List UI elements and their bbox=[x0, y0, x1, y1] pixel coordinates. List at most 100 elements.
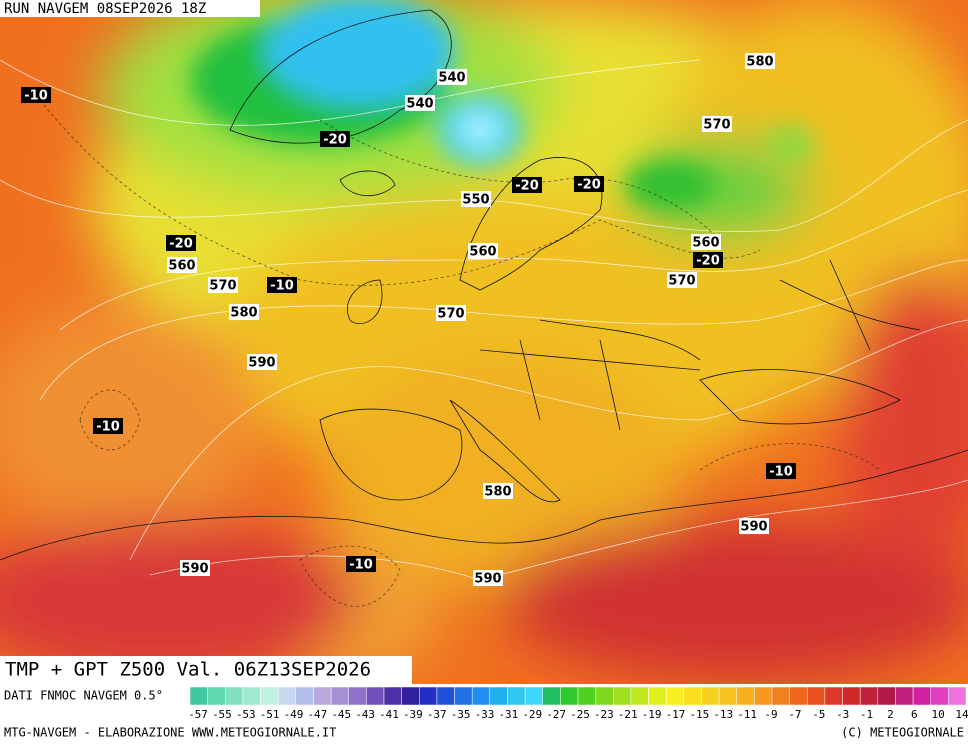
height-label-box bbox=[229, 304, 259, 320]
colorbar-swatch bbox=[524, 686, 543, 706]
colorbar-swatch bbox=[754, 686, 773, 706]
temperature-label: -20 bbox=[696, 254, 720, 269]
height-label-box bbox=[461, 191, 491, 207]
temperature-label-box bbox=[267, 277, 297, 293]
colorbar-swatch bbox=[859, 686, 879, 706]
temperature-label-box bbox=[766, 463, 796, 479]
height-label-box bbox=[473, 570, 503, 586]
height-label: 580 bbox=[746, 55, 773, 70]
colorbar-swatch bbox=[824, 686, 843, 706]
height-label-box bbox=[483, 483, 513, 499]
colorbar-label: -7 bbox=[788, 708, 801, 721]
footer-right: (C) METEOGIORNALE bbox=[841, 726, 964, 740]
temperature-label-box bbox=[574, 176, 604, 192]
temperature-label: -20 bbox=[577, 178, 601, 193]
temperature-label: -10 bbox=[96, 420, 120, 435]
height-label: 580 bbox=[484, 485, 511, 500]
colorbar-swatch bbox=[295, 686, 314, 706]
height-label-box bbox=[437, 69, 467, 85]
colorbar-swatch bbox=[789, 686, 808, 706]
temperature-label-box bbox=[346, 556, 376, 572]
height-label: 590 bbox=[181, 562, 208, 577]
colorbar-swatch bbox=[471, 686, 491, 706]
colorbar-label: -5 bbox=[812, 708, 825, 721]
colorbar-label: 6 bbox=[911, 708, 918, 721]
height-label-box bbox=[405, 95, 435, 111]
map-field bbox=[0, 0, 968, 684]
map-title-box bbox=[0, 656, 412, 684]
temperature-label-box bbox=[512, 177, 542, 193]
colorbar-swatch bbox=[507, 686, 526, 706]
colorbar-swatch bbox=[366, 686, 385, 706]
colorbar-label: -29 bbox=[522, 708, 542, 721]
height-label: 570 bbox=[209, 279, 236, 294]
colorbar-label: -49 bbox=[284, 708, 304, 721]
temperature-label-box bbox=[21, 87, 51, 103]
colorbar-swatch bbox=[189, 686, 208, 706]
colorbar-label: 2 bbox=[887, 708, 894, 721]
height-label: 540 bbox=[406, 97, 433, 112]
colorbar-label: -43 bbox=[355, 708, 375, 721]
height-label-box bbox=[208, 277, 238, 293]
colorbar-swatch bbox=[842, 686, 861, 706]
colorbar-swatch bbox=[225, 686, 244, 706]
colorbar-label: -33 bbox=[475, 708, 495, 721]
colorbar: -57 -55 -53 -51 -49 -47 -45 -43 -41 -39 -37 -35 -33-… bbox=[188, 686, 968, 721]
colorbar-swatch bbox=[401, 686, 420, 706]
colorbar-label: -53 bbox=[236, 708, 256, 721]
temperature-label: -10 bbox=[769, 465, 793, 480]
colorbar-label: -39 bbox=[403, 708, 423, 721]
height-label-box bbox=[180, 560, 210, 576]
colorbar-label: -31 bbox=[498, 708, 518, 721]
colorbar-label: -35 bbox=[451, 708, 471, 721]
colorbar-label: 14 bbox=[955, 708, 968, 721]
colorbar-label: -23 bbox=[594, 708, 614, 721]
colorbar-swatch bbox=[595, 686, 614, 706]
colorbar-swatch bbox=[613, 686, 632, 706]
colorbar-swatch bbox=[383, 686, 402, 706]
colorbar-swatch bbox=[260, 686, 279, 706]
height-label-box bbox=[702, 116, 732, 132]
colorbar-swatch bbox=[771, 686, 790, 706]
colorbar-swatch bbox=[665, 686, 685, 706]
colorbar-swatch bbox=[648, 686, 667, 706]
footer-left: MTG-NAVGEM - ELABORAZIONE WWW.METEOGIORN… bbox=[4, 726, 336, 740]
colorbar-swatch bbox=[489, 686, 508, 706]
height-label: 550 bbox=[462, 193, 489, 208]
colorbar-label: -25 bbox=[570, 708, 590, 721]
colorbar-swatch bbox=[207, 686, 226, 706]
colorbar-label: -51 bbox=[260, 708, 280, 721]
run-label-box bbox=[0, 0, 260, 17]
colorbar-swatch bbox=[560, 686, 579, 706]
coastlines bbox=[0, 9, 968, 561]
colorbar-swatch bbox=[718, 686, 737, 706]
temperature-label: -10 bbox=[270, 279, 294, 294]
temperature-label-box bbox=[166, 235, 196, 251]
colorbar-label: 10 bbox=[932, 708, 945, 721]
colorbar-swatch bbox=[542, 686, 561, 706]
height-label-box bbox=[745, 53, 775, 69]
colorbar-swatch bbox=[948, 686, 967, 706]
colorbar-swatch bbox=[419, 686, 438, 706]
source-label: DATI FNMOC NAVGEM 0.5° bbox=[4, 689, 163, 703]
temperature-label-box bbox=[693, 252, 723, 268]
colorbar-label: -21 bbox=[618, 708, 638, 721]
colorbar-swatch bbox=[436, 686, 455, 706]
colorbar-label: -1 bbox=[860, 708, 873, 721]
temperature-contours bbox=[39, 99, 881, 607]
temperature-label: -20 bbox=[169, 237, 193, 252]
height-label-box bbox=[436, 305, 466, 321]
colorbar-swatch bbox=[330, 686, 349, 706]
temperature-label-box bbox=[320, 131, 350, 147]
colorbar-label: -9 bbox=[764, 708, 777, 721]
height-label-box bbox=[468, 243, 498, 259]
temperature-label: -20 bbox=[323, 133, 347, 148]
colorbar-swatch bbox=[313, 686, 332, 706]
colorbar-swatch bbox=[877, 686, 896, 706]
colorbar-swatch bbox=[454, 686, 473, 706]
height-label: 570 bbox=[703, 118, 730, 133]
colorbar-label: -13 bbox=[713, 708, 733, 721]
height-label: 560 bbox=[469, 245, 496, 260]
